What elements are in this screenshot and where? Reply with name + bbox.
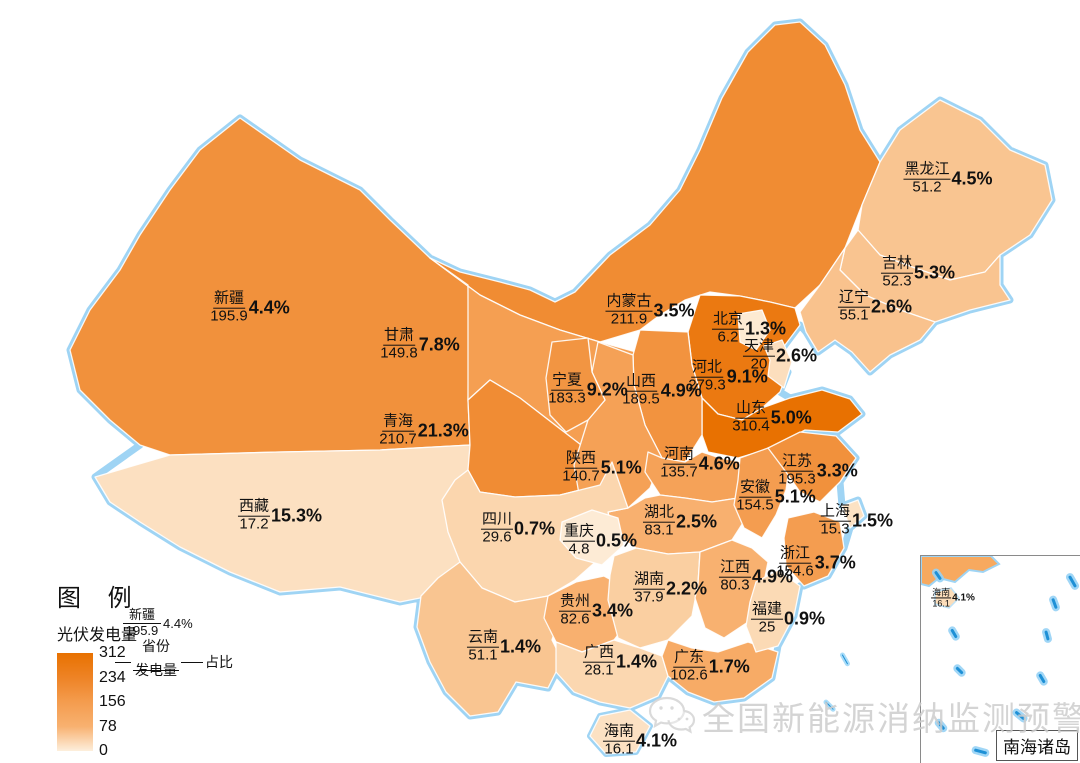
province-tianjin: [763, 339, 793, 389]
legend-key-province: 省份: [142, 637, 170, 654]
province-xinjiang: [69, 117, 471, 456]
island-mark: [823, 699, 836, 712]
inset-corner-label: 南海诸岛: [996, 730, 1078, 761]
province-hunan: [607, 547, 701, 649]
legend-gradient-bar: [57, 653, 93, 751]
legend-example-province: 新疆: [123, 607, 162, 624]
legend-example-value: 195.9: [125, 622, 159, 638]
province-neimenggu: [429, 21, 881, 343]
province-ningxia: [545, 337, 606, 433]
inset-hainan-island: [934, 587, 961, 609]
legend-tick: 78: [99, 717, 117, 735]
legend-subtitle: 光伏发电量: [57, 627, 138, 644]
legend-key-line: [181, 661, 203, 663]
province-jiangsu: [767, 431, 857, 503]
legend-tick: 312: [99, 644, 126, 661]
province-hainan: [589, 709, 651, 755]
province-chongqing: [559, 509, 625, 566]
province-guangdong: [661, 639, 779, 703]
province-guangxi: [555, 639, 669, 709]
legend-tick: 0: [99, 742, 108, 759]
province-xizang: [94, 444, 491, 603]
legend-key-value: 发电量: [135, 661, 177, 678]
inset-mainland-fragment: [920, 555, 1001, 588]
legend-title: 图 例: [57, 585, 142, 612]
legend-tick: 234: [99, 668, 126, 686]
legend: 图 例 光伏发电量 312 234 156 78 0: [57, 578, 142, 759]
province-zhejiang: [783, 511, 845, 587]
legend-key-line: [115, 661, 131, 663]
province-liaoning: [799, 247, 936, 373]
legend-tick: 156: [99, 693, 126, 710]
island-mark: [839, 652, 850, 667]
legend-example: 新疆 195.9 4.4% 省份 发电量 占比: [113, 607, 233, 679]
south-china-sea-inset: 南海诸岛: [920, 555, 1080, 763]
province-yunnan: [416, 561, 563, 717]
province-heilongjiang: [857, 99, 1053, 281]
legend-key-pct: 占比: [205, 654, 233, 671]
province-beijing: [737, 309, 771, 351]
legend-example-pct: 4.4%: [163, 615, 193, 631]
province-fujian: [745, 569, 801, 653]
